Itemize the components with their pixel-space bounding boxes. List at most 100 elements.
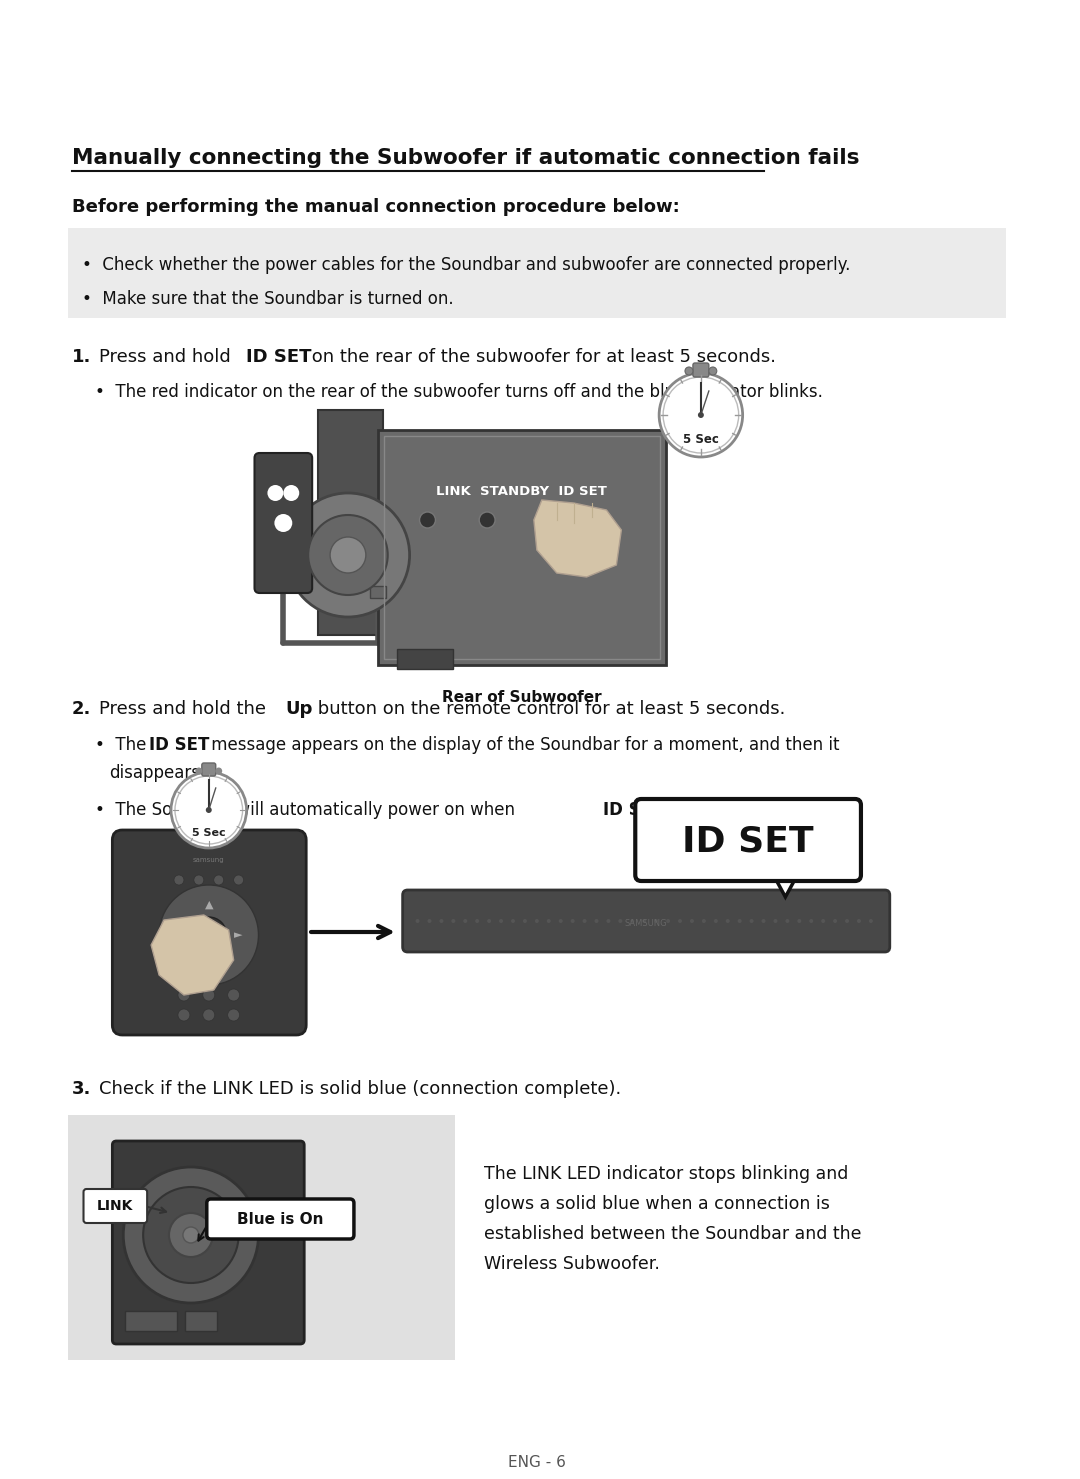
FancyBboxPatch shape [112,1140,305,1344]
Text: Blue is On: Blue is On [238,1211,324,1226]
Text: •  The: • The [95,737,152,754]
Circle shape [654,918,658,923]
Circle shape [685,367,693,376]
Circle shape [144,1188,239,1282]
Text: Before performing the manual connection procedure below:: Before performing the manual connection … [71,198,679,216]
Circle shape [845,918,849,923]
FancyBboxPatch shape [396,649,454,669]
Circle shape [206,808,212,813]
Circle shape [330,537,366,572]
Circle shape [159,884,258,985]
Circle shape [523,918,527,923]
FancyBboxPatch shape [202,763,216,776]
Text: •  Check whether the power cables for the Soundbar and subwoofer are connected p: • Check whether the power cables for the… [81,256,850,274]
Text: Press and hold the: Press and hold the [99,700,272,717]
Circle shape [178,1009,190,1021]
Text: Up: Up [285,700,313,717]
Text: ◄: ◄ [175,930,184,941]
FancyBboxPatch shape [635,799,861,881]
Circle shape [203,1009,215,1021]
FancyBboxPatch shape [125,1310,177,1331]
Circle shape [546,918,551,923]
Text: established between the Soundbar and the: established between the Soundbar and the [484,1225,862,1242]
Circle shape [233,876,244,884]
Text: ID SET: ID SET [245,348,311,365]
Circle shape [123,1167,258,1303]
Circle shape [761,918,766,923]
Circle shape [274,515,293,532]
Text: •  Make sure that the Soundbar is turned on.: • Make sure that the Soundbar is turned … [81,290,454,308]
Circle shape [228,989,240,1001]
Circle shape [168,1213,213,1257]
Circle shape [702,918,706,923]
Text: 2.: 2. [71,700,91,717]
Circle shape [582,918,586,923]
FancyBboxPatch shape [403,890,890,952]
Circle shape [440,918,444,923]
Text: Rear of Subwoofer: Rear of Subwoofer [442,691,602,705]
Circle shape [570,918,575,923]
Text: samsung: samsung [193,856,225,864]
Circle shape [785,918,789,923]
FancyBboxPatch shape [693,362,708,377]
Circle shape [586,510,607,529]
Text: SAMSUNG: SAMSUNG [625,918,667,927]
Polygon shape [534,500,621,577]
Polygon shape [773,876,797,896]
Circle shape [203,989,215,1001]
Text: ▲: ▲ [204,901,213,910]
Text: Check if the LINK LED is solid blue (connection complete).: Check if the LINK LED is solid blue (con… [99,1080,622,1097]
Circle shape [175,776,243,845]
Circle shape [869,918,873,923]
Text: 3.: 3. [71,1080,91,1097]
Circle shape [214,876,224,884]
Circle shape [499,918,503,923]
Circle shape [195,768,202,775]
Circle shape [428,918,432,923]
Circle shape [171,772,246,847]
Circle shape [178,989,190,1001]
Text: 5 Sec: 5 Sec [683,433,719,447]
Text: •  The red indicator on the rear of the subwoofer turns off and the blue indicat: • The red indicator on the rear of the s… [95,383,823,401]
Circle shape [174,876,184,884]
Text: message appears on the display of the Soundbar for a moment, and then it: message appears on the display of the So… [206,737,839,754]
Circle shape [726,918,730,923]
Text: disappears.: disappears. [109,765,205,782]
Circle shape [451,918,456,923]
Circle shape [215,768,222,775]
Circle shape [643,918,646,923]
Circle shape [666,918,670,923]
Circle shape [463,918,468,923]
Text: button on the remote control for at least 5 seconds.: button on the remote control for at leas… [312,700,785,717]
FancyBboxPatch shape [83,1189,147,1223]
Circle shape [714,918,718,923]
Text: ENG - 6: ENG - 6 [508,1455,566,1470]
Circle shape [308,515,388,595]
Circle shape [698,413,704,419]
Text: on the rear of the subwoofer for at least 5 seconds.: on the rear of the subwoofer for at leas… [307,348,777,365]
Circle shape [194,876,204,884]
Circle shape [607,918,610,923]
Text: Press and hold: Press and hold [99,348,237,365]
Text: ▼: ▼ [204,960,213,970]
Text: ID SET: ID SET [681,825,813,859]
Text: Wireless Subwoofer.: Wireless Subwoofer. [484,1256,660,1273]
Circle shape [594,918,598,923]
Text: Manually connecting the Subwoofer if automatic connection fails: Manually connecting the Subwoofer if aut… [71,148,859,169]
Text: •  The Soundbar will automatically power on when: • The Soundbar will automatically power … [95,802,521,819]
Circle shape [663,377,739,453]
Circle shape [809,918,813,923]
FancyBboxPatch shape [378,430,666,666]
Text: LINK  STANDBY  ID SET: LINK STANDBY ID SET [436,485,607,498]
Circle shape [708,367,717,376]
Text: The LINK LED indicator stops blinking and: The LINK LED indicator stops blinking an… [484,1165,849,1183]
Text: ►: ► [234,930,243,941]
Circle shape [659,373,743,457]
FancyBboxPatch shape [112,830,307,1035]
Circle shape [558,918,563,923]
Circle shape [833,918,837,923]
Circle shape [511,918,515,923]
Circle shape [619,918,622,923]
Text: ID SET: ID SET [149,737,210,754]
Circle shape [487,918,491,923]
